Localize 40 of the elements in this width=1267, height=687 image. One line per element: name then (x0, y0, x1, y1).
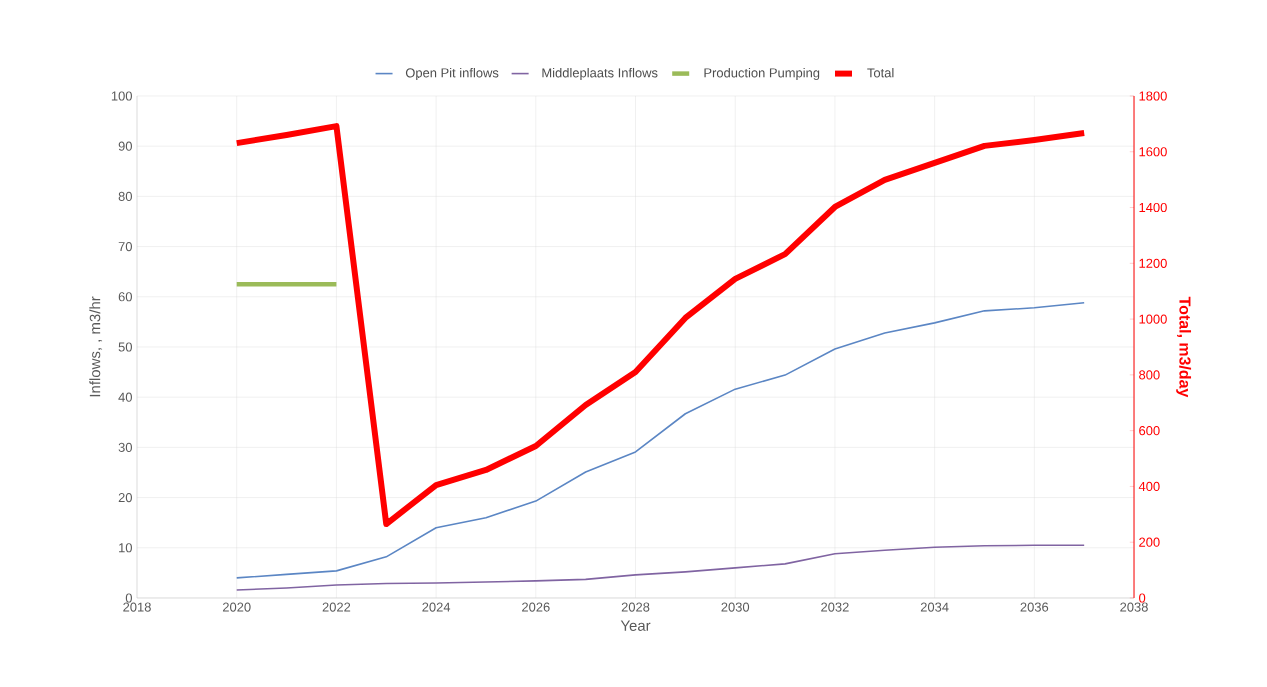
x-tick-label: 2038 (1120, 602, 1148, 612)
y2-tick-label: 1400 (1139, 202, 1167, 213)
legend-label: Total (867, 67, 894, 78)
x-tick-label: 2022 (322, 602, 351, 612)
x-tick-label: 2018 (123, 602, 151, 612)
y2-axis-title: Total, m3/day (1176, 296, 1192, 398)
x-axis-title: Year (620, 620, 651, 631)
y2-tick-label: 400 (1138, 481, 1160, 492)
x-tick-label: 2030 (721, 602, 750, 612)
x-tick-label: 2020 (222, 602, 251, 612)
y2-tick-label: 1200 (1139, 258, 1167, 268)
x-tick-label: 2024 (422, 602, 451, 612)
y-tick-label: 20 (118, 493, 132, 503)
y-tick-label: 30 (118, 442, 132, 452)
y2-tick-label: 1000 (1139, 314, 1167, 324)
y2-tick-label: 1600 (1139, 147, 1167, 157)
legend-label: Middleplaats Inflows (542, 67, 658, 80)
y-tick-label: 100 (111, 91, 132, 101)
y2-tick-label: 200 (1139, 537, 1160, 547)
y-tick-label: 80 (118, 191, 132, 201)
y-tick-label: 40 (118, 392, 132, 402)
y2-tick-label: 600 (1139, 426, 1160, 436)
y2-tick-label: 0 (1139, 593, 1146, 603)
line-series (235, 302, 1085, 579)
legend-label: Production Pumping (704, 67, 820, 80)
y-tick-label: 0 (125, 593, 132, 603)
legend-label: Open Pit inflows (405, 67, 499, 80)
y2-tick-label: 1800 (1139, 91, 1167, 101)
x-tick-label: 2034 (920, 602, 949, 612)
x-tick-label: 2032 (821, 602, 849, 612)
x-tick-label: 2028 (621, 602, 650, 612)
y-tick-label: 60 (118, 292, 132, 302)
y2-tick-label: 800 (1139, 370, 1160, 380)
x-tick-label: 2036 (1020, 602, 1049, 612)
y-tick-label: 90 (118, 141, 132, 151)
y-axis-title: Inflows, , m3/hr (89, 296, 103, 397)
y-tick-label: 70 (118, 241, 132, 252)
x-tick-label: 2026 (522, 602, 550, 612)
y-tick-label: 10 (119, 543, 132, 553)
y-tick-label: 50 (118, 342, 132, 352)
